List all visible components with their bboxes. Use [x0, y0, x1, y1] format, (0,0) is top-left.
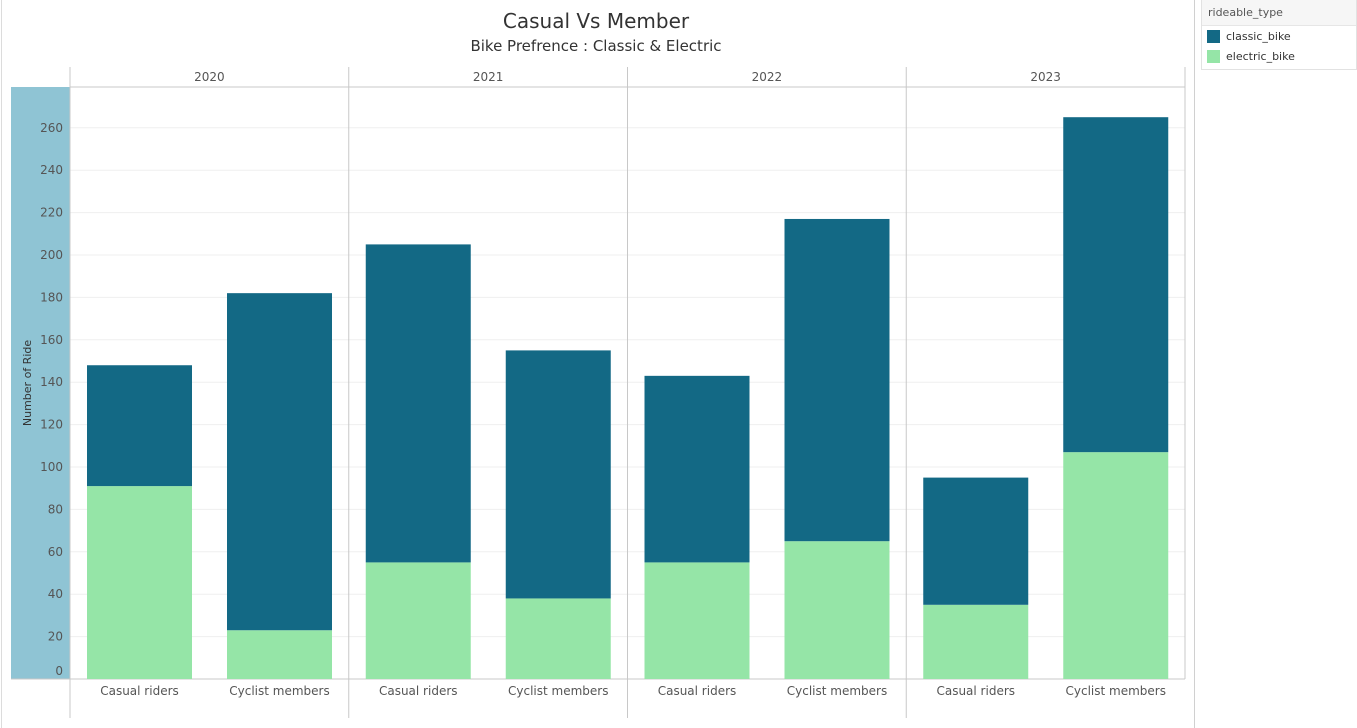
- legend-swatch-electric-bike: [1207, 49, 1220, 63]
- y-tick-label: 80: [48, 502, 63, 516]
- bar-2022-casual-riders-electric-bike: [644, 562, 750, 679]
- bar-2022-cyclist-members-classic-bike: [784, 218, 890, 542]
- y-tick-label: 120: [40, 418, 63, 432]
- legend-divider: [1194, 0, 1195, 728]
- x-category-label: Casual riders: [936, 684, 1015, 698]
- legend-swatch-classic-bike: [1207, 29, 1220, 43]
- y-tick-label: 140: [40, 375, 63, 389]
- bar-2023-casual-riders-electric-bike: [923, 604, 1029, 679]
- bar-2021-cyclist-members-electric-bike: [505, 598, 611, 679]
- y-tick-label: 160: [40, 333, 63, 347]
- bar-2023-casual-riders-classic-bike: [923, 477, 1029, 605]
- bar-2020-casual-riders-electric-bike: [87, 486, 192, 679]
- y-tick-label: 100: [40, 460, 63, 474]
- bar-2021-cyclist-members-classic-bike: [505, 350, 611, 599]
- legend-label-electric-bike: electric_bike: [1226, 49, 1295, 63]
- panel-header-2020: 2020: [194, 70, 225, 84]
- bar-2020-cyclist-members-electric-bike: [227, 630, 332, 679]
- x-category-label: Cyclist members: [787, 684, 887, 698]
- legend-item-electric-bike[interactable]: electric_bike: [1202, 46, 1356, 66]
- chart-title: Casual Vs Member: [502, 9, 690, 33]
- x-category-label: Cyclist members: [508, 684, 608, 698]
- panel-header-2022: 2022: [752, 70, 783, 84]
- legend[interactable]: rideable_type classic_bike electric_bike: [1201, 0, 1357, 70]
- bar-2020-casual-riders-classic-bike: [87, 365, 192, 487]
- bar-2022-cyclist-members-electric-bike: [784, 541, 890, 679]
- y-tick-label: 240: [40, 163, 63, 177]
- panel-header-2021: 2021: [473, 70, 504, 84]
- bar-2020-cyclist-members-classic-bike: [227, 293, 332, 631]
- bar-2022-casual-riders-classic-bike: [644, 375, 750, 563]
- x-category-label: Casual riders: [658, 684, 737, 698]
- y-axis-band: [11, 87, 70, 679]
- y-tick-label: 260: [40, 121, 63, 135]
- chart-frame-left: [1, 0, 2, 728]
- legend-item-classic-bike[interactable]: classic_bike: [1202, 26, 1356, 46]
- legend-title: rideable_type: [1202, 0, 1356, 26]
- y-tick-label: 60: [48, 545, 63, 559]
- y-tick-label: 200: [40, 248, 63, 262]
- legend-label-classic-bike: classic_bike: [1226, 29, 1291, 43]
- x-category-label: Cyclist members: [1066, 684, 1166, 698]
- x-category-label: Casual riders: [379, 684, 458, 698]
- bar-2021-casual-riders-electric-bike: [365, 562, 471, 679]
- y-tick-label: 180: [40, 290, 63, 304]
- y-tick-label: 0: [55, 664, 63, 678]
- y-tick-label: 220: [40, 206, 63, 220]
- y-tick-label: 40: [48, 587, 63, 601]
- panel-header-2023: 2023: [1030, 70, 1061, 84]
- bar-chart: Number of Ride 0 20 40 60 80 100 120 140 160 180 20…: [11, 67, 1186, 718]
- x-category-label: Cyclist members: [229, 684, 329, 698]
- bar-2023-cyclist-members-classic-bike: [1063, 117, 1169, 453]
- y-axis-label: Number of Ride: [21, 340, 34, 426]
- bar-2021-casual-riders-classic-bike: [365, 244, 471, 563]
- bar-2023-cyclist-members-electric-bike: [1063, 452, 1169, 679]
- y-tick-label: 20: [48, 630, 63, 644]
- x-category-label: Casual riders: [100, 684, 179, 698]
- chart-subtitle: Bike Prefrence : Classic & Electric: [470, 37, 722, 55]
